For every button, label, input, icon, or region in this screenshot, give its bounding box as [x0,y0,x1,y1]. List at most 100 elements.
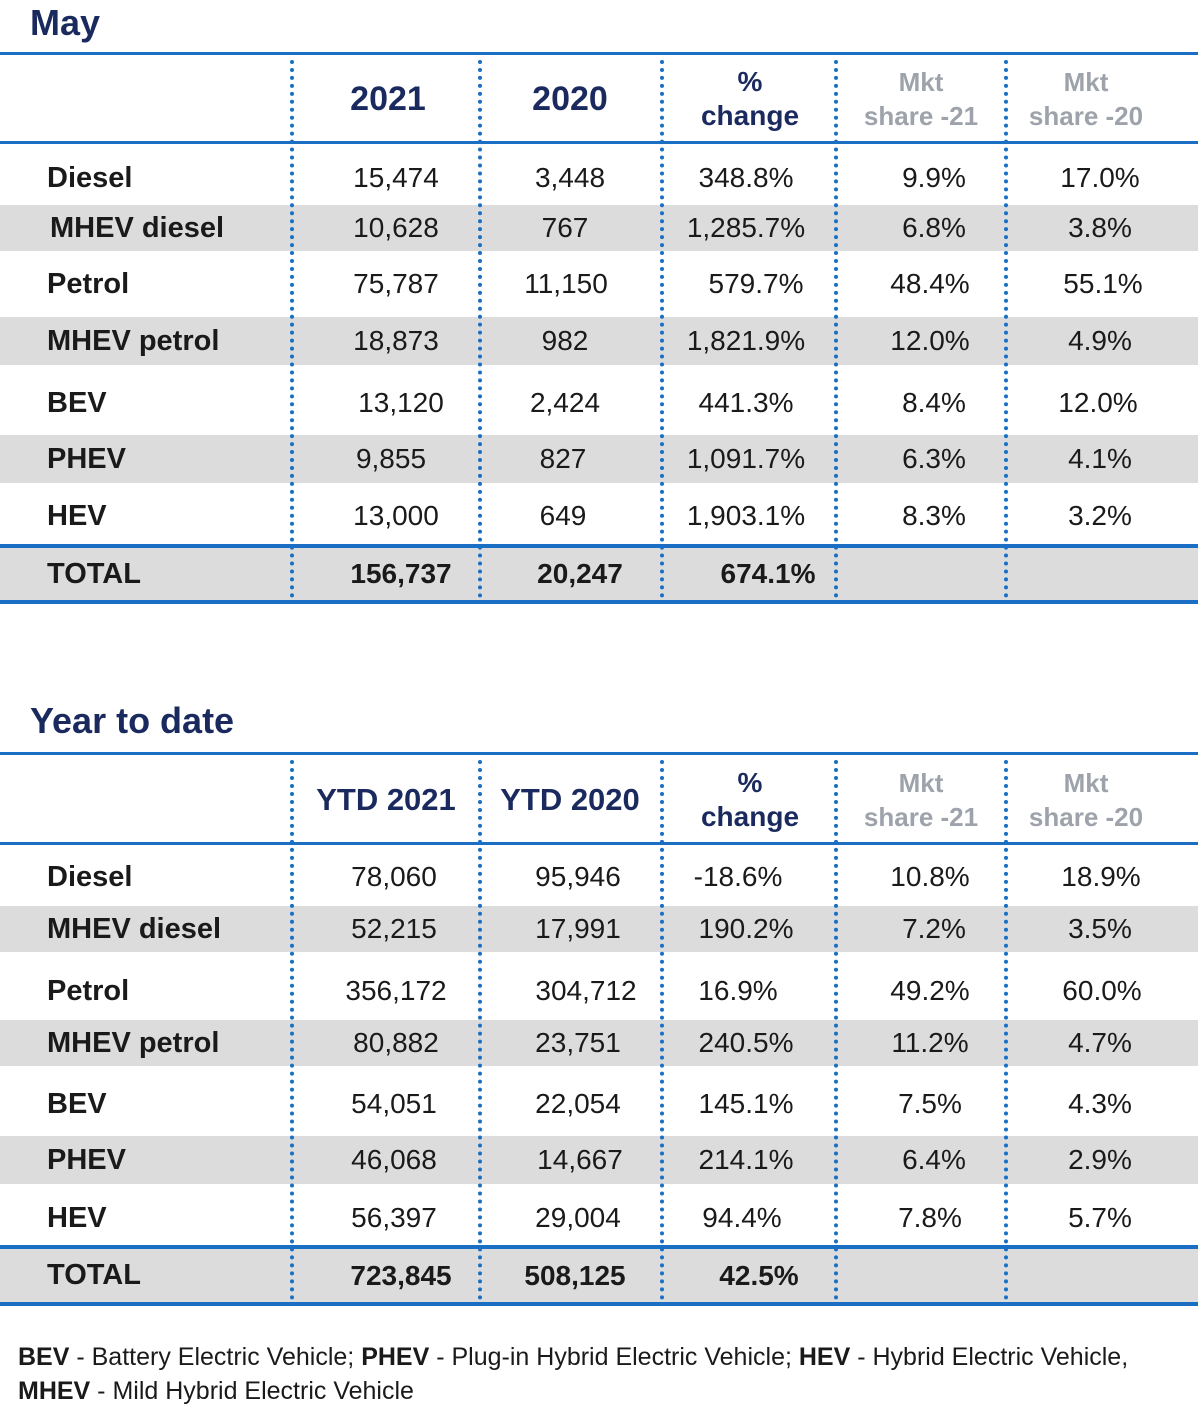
cell-mkt21: 48.4% [890,268,970,299]
footnote-mhev-text: - Mild Hybrid Electric Vehicle [90,1377,414,1405]
may-col-divider [834,60,838,598]
footnote-bev-text: - Battery Electric Vehicle; [69,1343,362,1371]
row-label: PHEV [47,442,126,475]
cell-2020: 29,004 [535,1202,621,1233]
may-top-rule [0,52,1198,55]
cell-change: -18.6% [693,861,783,892]
cell-change: 1,903.1% [686,500,806,531]
cell-2021: 46,068 [351,1144,437,1175]
cell-2020: 23,751 [535,1027,621,1058]
cell-2021: 78,060 [351,861,437,892]
cell-change: 42.5% [719,1259,799,1291]
cell-mkt21: 12.0% [890,325,970,356]
ytd-row-mhev-petrol: MHEV petrol 80,882 23,751 240.5% 11.2% 4… [0,1020,1198,1066]
cell-mkt21: 7.5% [898,1088,962,1119]
cell-change: 1,091.7% [686,443,806,474]
cell-2021: 13,120 [358,387,444,418]
ytd-header-mkt20: Mkt share -20 [1006,757,1166,842]
may-bottom-rule [0,600,1198,604]
cell-mkt21: 8.3% [902,500,966,531]
cell-mkt20: 55.1% [1063,268,1143,299]
may-row-mhev-diesel: MHEV diesel 10,628 767 1,285.7% 6.8% 3.8… [0,205,1198,251]
may-header-mkt21-line2: share -21 [863,101,979,131]
cell-mkt20: 18.9% [1061,861,1141,892]
ytd-row-phev: PHEV 46,068 14,667 214.1% 6.4% 2.9% [0,1136,1198,1184]
ytd-top-rule [0,752,1198,755]
may-header-2020: 2020 [532,79,608,118]
cell-2020: 22,054 [535,1088,621,1119]
ytd-row-hev: HEV 56,397 29,004 94.4% 7.8% 5.7% [0,1190,1198,1246]
may-col-divider [290,60,294,598]
ytd-row-diesel: Diesel 78,060 95,946 -18.6% 10.8% 18.9% [0,850,1198,904]
ytd-col-divider [478,760,482,1300]
row-label: HEV [47,499,107,532]
cell-mkt21: 7.2% [902,913,966,944]
cell-mkt21: 8.4% [902,387,966,418]
cell-2020: 2,424 [529,387,601,418]
ytd-header-mkt20-line2: share -20 [1028,801,1144,832]
may-row-mhev-petrol: MHEV petrol 18,873 982 1,821.9% 12.0% 4.… [0,317,1198,365]
may-header-change-line1: % [737,66,763,97]
cell-change: 441.3% [698,387,794,418]
may-header-mkt21: Mkt share -21 [838,57,1004,141]
row-label: Petrol [47,974,130,1007]
cell-2020: 982 [541,325,589,356]
cell-change: 348.8% [698,162,794,193]
ytd-header-mkt21-line1: Mkt [898,767,944,798]
may-header-row: 2021 2020 % change Mkt share -21 Mkt sha… [0,57,1198,141]
footnote-hev-abbr: HEV [798,1343,851,1371]
may-header-2021: 2021 [350,79,426,118]
cell-mkt20: 3.2% [1068,500,1132,531]
cell-2020: 95,946 [535,861,621,892]
cell-change: 674.1% [720,558,816,589]
may-row-petrol: Petrol 75,787 11,150 579.7% 48.4% 55.1% [0,258,1198,310]
ytd-header-mkt21: Mkt share -21 [838,757,1004,842]
cell-2021: 52,215 [351,913,437,944]
row-label: MHEV petrol [47,324,220,357]
ytd-header-rule [0,842,1198,845]
may-header-change: % change [664,57,836,141]
may-header-mkt20-line1: Mkt [1063,67,1109,97]
cell-mkt20: 4.3% [1068,1088,1132,1119]
row-label: Diesel [47,161,133,194]
ytd-row-total: TOTAL 723,845 508,125 42.5% [0,1249,1198,1302]
ytd-col-divider [1004,760,1008,1300]
cell-change: 214.1% [698,1144,794,1175]
footnote-bev-abbr: BEV [18,1343,70,1371]
ytd-bottom-rule [0,1302,1198,1306]
cell-change: 1,285.7% [686,212,806,243]
cell-mkt20: 2.9% [1068,1144,1132,1175]
cell-mkt21: 11.2% [891,1027,969,1058]
footnote: BEV - Battery Electric Vehicle; PHEV - P… [18,1340,1188,1408]
ytd-header-mkt20-line1: Mkt [1063,767,1109,798]
ytd-row-mhev-diesel: MHEV diesel 52,215 17,991 190.2% 7.2% 3.… [0,906,1198,952]
cell-2021: 9,855 [355,443,427,474]
may-col-divider [660,60,664,598]
cell-mkt21: 6.3% [902,443,966,474]
may-header-mkt20: Mkt share -20 [1006,57,1166,141]
cell-mkt21: 10.8% [890,861,970,892]
cell-2021: 54,051 [351,1088,437,1119]
row-label: TOTAL [47,557,141,590]
cell-2021: 356,172 [345,975,447,1006]
row-label: PHEV [47,1143,126,1176]
may-header-rule [0,141,1198,144]
row-label: MHEV diesel [47,912,222,945]
cell-2021: 10,628 [353,212,439,243]
ytd-header-mkt21-line2: share -21 [863,801,979,832]
cell-2020: 11,150 [524,268,608,299]
may-row-bev: BEV 13,120 2,424 441.3% 8.4% 12.0% [0,377,1198,429]
cell-change: 94.4% [702,1202,782,1233]
cell-mkt20: 4.1% [1068,443,1132,474]
cell-2021: 75,787 [353,268,439,299]
ytd-title: Year to date [30,700,235,741]
ytd-header-2021: YTD 2021 [316,781,456,817]
cell-2020: 649 [539,500,587,531]
cell-2020: 827 [539,443,587,474]
row-label: Petrol [47,267,130,300]
ytd-col-divider [834,760,838,1300]
row-label: Diesel [47,860,133,893]
row-label: HEV [47,1201,107,1234]
ytd-header-change-line2: change [700,800,800,832]
cell-mkt20: 60.0% [1062,975,1142,1006]
